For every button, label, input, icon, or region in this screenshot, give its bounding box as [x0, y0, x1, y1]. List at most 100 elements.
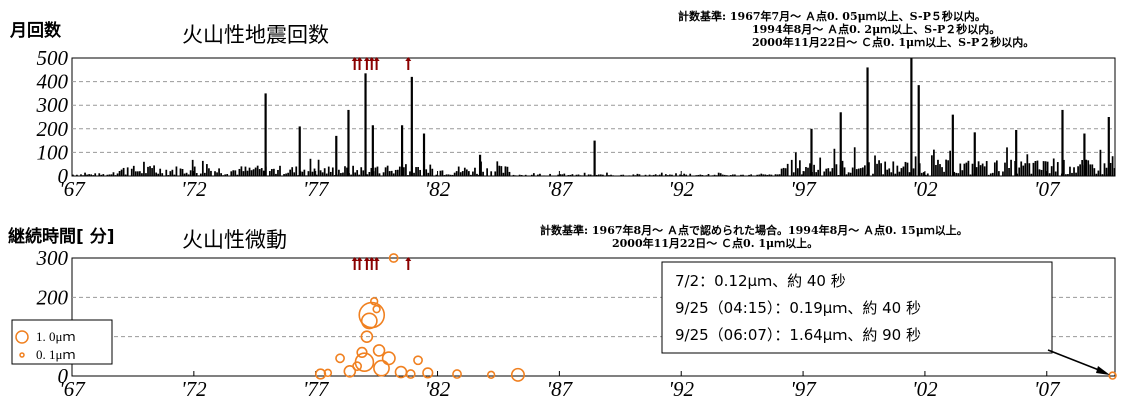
bar — [139, 171, 141, 176]
bar — [1081, 160, 1084, 176]
bar — [187, 174, 190, 176]
bar — [465, 169, 468, 176]
x-tick-label: '02 — [912, 377, 938, 401]
bar — [890, 172, 893, 176]
bar — [876, 163, 878, 176]
bar — [780, 168, 783, 176]
bar — [327, 166, 330, 176]
bar — [80, 174, 82, 176]
bar — [1095, 173, 1098, 176]
bar — [585, 175, 588, 176]
bar — [975, 167, 978, 176]
bar — [309, 158, 312, 176]
bar — [159, 168, 162, 176]
bar — [833, 148, 836, 176]
bar — [557, 174, 560, 176]
bar-peak — [810, 128, 813, 176]
bar-peak — [298, 126, 301, 176]
bar — [380, 175, 383, 176]
bar — [543, 175, 545, 176]
eruption-marker-head — [356, 57, 363, 61]
bar — [644, 174, 647, 176]
annotation-box — [661, 261, 1053, 354]
bar — [825, 168, 828, 176]
y-tick-label: 100 — [37, 140, 69, 164]
bar — [656, 175, 659, 176]
bar — [652, 174, 655, 176]
annotation-arrow-head — [1096, 366, 1110, 375]
bar — [707, 173, 710, 176]
bar — [1046, 161, 1049, 176]
bar — [835, 164, 838, 176]
bar — [734, 174, 736, 176]
bar — [240, 166, 243, 176]
bar — [317, 159, 320, 176]
bar — [770, 174, 773, 176]
bar — [1002, 171, 1004, 176]
bar — [76, 174, 78, 176]
bar — [1097, 170, 1100, 176]
annotation-arrow — [1047, 349, 1105, 373]
bar — [774, 174, 777, 176]
bar — [1087, 160, 1090, 176]
bar-peak — [1061, 109, 1064, 176]
bar — [571, 174, 574, 176]
bar — [760, 173, 763, 176]
bar — [721, 174, 724, 176]
bar — [451, 174, 454, 176]
bar-peak — [1107, 117, 1110, 176]
bar — [193, 166, 196, 176]
tremor-point — [373, 359, 390, 377]
legend-label-large: 1. 0μｍ — [36, 329, 75, 344]
bar — [961, 170, 964, 176]
bar — [597, 174, 600, 176]
bar — [823, 171, 826, 176]
bar — [153, 165, 155, 176]
tremor-point — [486, 370, 496, 380]
bar — [809, 163, 811, 176]
bar — [998, 171, 1000, 176]
bar — [591, 175, 594, 176]
bar — [94, 173, 97, 176]
bar — [926, 173, 929, 176]
bar — [620, 174, 623, 176]
bar — [273, 168, 275, 176]
bar — [149, 166, 151, 176]
bar-peak — [347, 109, 350, 176]
bar — [987, 174, 990, 176]
bar — [208, 168, 210, 176]
bar — [435, 174, 438, 176]
bar — [1038, 169, 1041, 176]
y-tick-label: 400 — [37, 70, 69, 94]
bar — [1010, 159, 1012, 176]
bar — [589, 174, 592, 176]
bar — [275, 173, 277, 176]
bar — [216, 172, 218, 176]
bar — [1075, 172, 1077, 176]
bar — [498, 165, 501, 176]
bar — [713, 174, 716, 176]
bar — [766, 174, 769, 176]
bar — [660, 172, 663, 176]
bar — [602, 174, 604, 176]
tremor-point — [413, 355, 423, 366]
bar — [880, 163, 882, 176]
bar — [297, 175, 300, 176]
bar — [939, 164, 941, 176]
bar — [805, 167, 807, 176]
bar — [112, 172, 115, 176]
bar — [819, 157, 822, 176]
top-criteria-3: 2000年11月22日～ Ｃ点0. 1μｍ以上、S-P２秒以内。 — [752, 35, 1034, 49]
bar — [563, 173, 566, 176]
bar — [705, 175, 708, 176]
bar — [514, 175, 517, 176]
bar — [933, 149, 935, 176]
x-tick-label: '72 — [181, 177, 207, 201]
bar — [993, 162, 996, 176]
bar — [648, 174, 651, 176]
eruption-marker-head — [351, 57, 358, 61]
bar — [841, 160, 844, 176]
bar — [943, 171, 945, 176]
x-tick-label: '87 — [547, 177, 574, 201]
bar — [949, 150, 952, 176]
